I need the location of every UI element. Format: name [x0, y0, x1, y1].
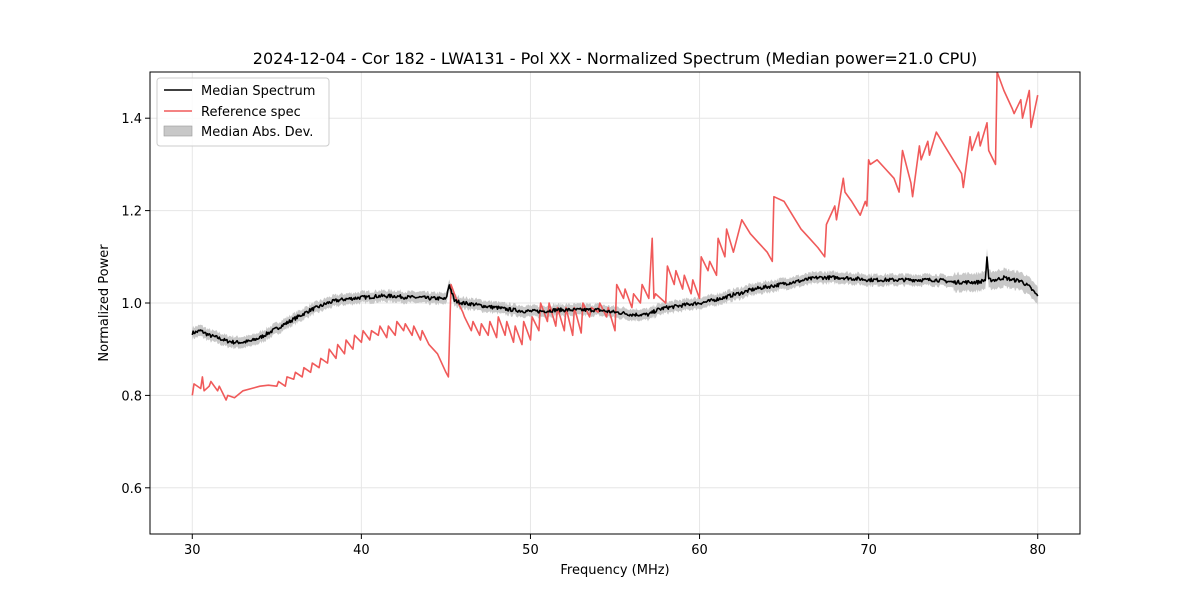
x-tick-label: 80 [1029, 543, 1046, 558]
x-tick-label: 50 [522, 543, 539, 558]
y-axis-label: Normalized Power [97, 244, 112, 362]
legend: Median Spectrum Reference spec Median Ab… [156, 77, 330, 147]
y-tick-label: 1.4 [121, 112, 142, 127]
legend-label-reference: Reference spec [201, 105, 301, 120]
legend-swatch-mad [163, 125, 193, 137]
legend-label-median: Median Spectrum [201, 84, 315, 99]
x-tick-label: 40 [353, 543, 370, 558]
reference-spectrum-line [191, 72, 1039, 401]
x-tick-label: 70 [860, 543, 877, 558]
y-tick-label: 0.8 [121, 389, 142, 404]
y-axis: 0.6 0.8 1.0 1.2 1.4 [121, 112, 150, 497]
legend-box [156, 77, 330, 147]
y-tick-label: 1.0 [121, 297, 142, 312]
x-tick-label: 30 [184, 543, 201, 558]
mad-band [192, 248, 1038, 350]
y-tick-label: 1.2 [121, 205, 142, 220]
x-axis-label: Frequency (MHz) [560, 563, 669, 578]
chart-title: 2024-12-04 - Cor 182 - LWA131 - Pol XX -… [253, 49, 977, 68]
x-axis: 30 40 50 60 70 80 [184, 534, 1046, 558]
median-spectrum-line [191, 256, 1039, 345]
x-tick-label: 60 [691, 543, 708, 558]
legend-label-mad: Median Abs. Dev. [201, 125, 313, 140]
y-tick-label: 0.6 [121, 482, 142, 497]
